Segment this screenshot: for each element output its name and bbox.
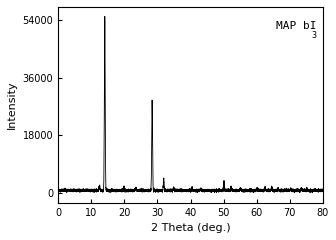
Text: 3: 3 xyxy=(311,31,316,40)
Y-axis label: Intensity: Intensity xyxy=(7,80,17,129)
Text: MAP bI: MAP bI xyxy=(276,21,316,31)
X-axis label: 2 Theta (deg.): 2 Theta (deg.) xyxy=(151,223,230,233)
